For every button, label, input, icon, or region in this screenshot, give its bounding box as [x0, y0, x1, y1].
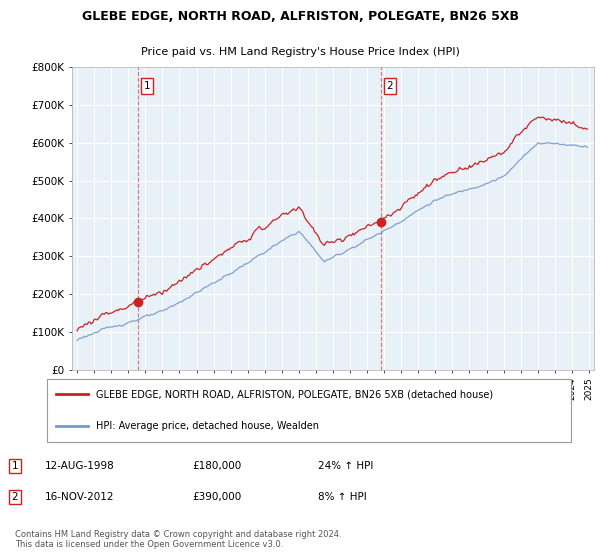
Text: Contains HM Land Registry data © Crown copyright and database right 2024.
This d: Contains HM Land Registry data © Crown c… — [15, 530, 341, 549]
Text: 16-NOV-2012: 16-NOV-2012 — [45, 492, 115, 502]
Text: GLEBE EDGE, NORTH ROAD, ALFRISTON, POLEGATE, BN26 5XB (detached house): GLEBE EDGE, NORTH ROAD, ALFRISTON, POLEG… — [96, 389, 493, 399]
Text: Price paid vs. HM Land Registry's House Price Index (HPI): Price paid vs. HM Land Registry's House … — [140, 47, 460, 57]
Text: GLEBE EDGE, NORTH ROAD, ALFRISTON, POLEGATE, BN26 5XB: GLEBE EDGE, NORTH ROAD, ALFRISTON, POLEG… — [82, 10, 518, 23]
Text: 2: 2 — [386, 81, 393, 91]
Text: £180,000: £180,000 — [192, 461, 241, 471]
Text: £390,000: £390,000 — [192, 492, 241, 502]
Text: 24% ↑ HPI: 24% ↑ HPI — [318, 461, 373, 471]
Text: 1: 1 — [143, 81, 150, 91]
Text: 1: 1 — [11, 461, 19, 471]
Text: 2: 2 — [11, 492, 19, 502]
Text: HPI: Average price, detached house, Wealden: HPI: Average price, detached house, Weal… — [96, 421, 319, 431]
Text: 12-AUG-1998: 12-AUG-1998 — [45, 461, 115, 471]
Text: 8% ↑ HPI: 8% ↑ HPI — [318, 492, 367, 502]
FancyBboxPatch shape — [47, 379, 571, 442]
